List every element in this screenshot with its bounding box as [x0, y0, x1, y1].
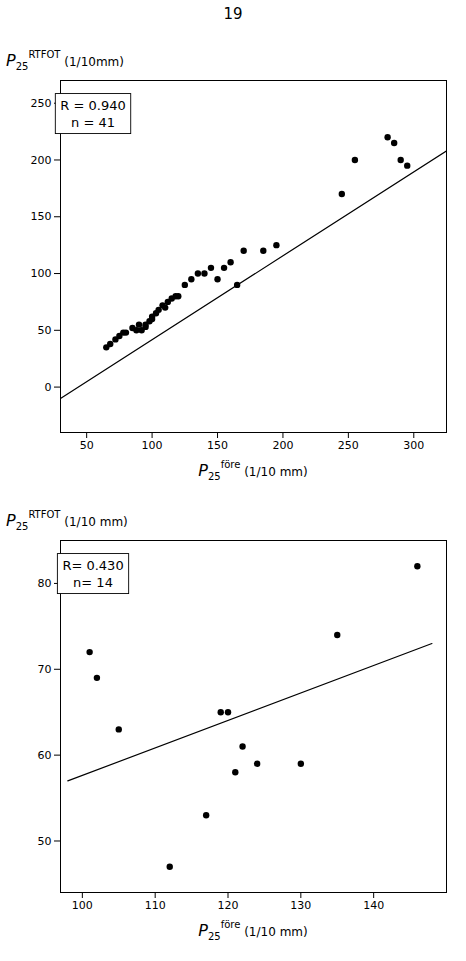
- svg-text:80: 80: [38, 577, 52, 590]
- svg-text:R= 0.430n= 14: R= 0.430n= 14: [62, 558, 123, 590]
- svg-text:100: 100: [31, 267, 52, 280]
- svg-text:0: 0: [45, 381, 52, 394]
- svg-text:60: 60: [38, 749, 52, 762]
- svg-text:50: 50: [38, 324, 52, 337]
- svg-text:P25före (1/10 mm): P25före (1/10 mm): [198, 919, 307, 942]
- svg-text:100: 100: [72, 899, 93, 912]
- svg-text:250: 250: [31, 97, 52, 110]
- svg-text:120: 120: [218, 899, 239, 912]
- svg-text:150: 150: [207, 439, 228, 452]
- svg-text:R = 0.940n = 41: R = 0.940n = 41: [60, 98, 125, 130]
- svg-text:50: 50: [80, 439, 94, 452]
- svg-text:200: 200: [31, 154, 52, 167]
- svg-text:300: 300: [403, 439, 424, 452]
- svg-text:P25RTFOT (1/10 mm): P25RTFOT (1/10 mm): [6, 509, 128, 532]
- svg-text:200: 200: [272, 439, 293, 452]
- svg-text:150: 150: [31, 210, 52, 223]
- html-text:19: 19: [223, 5, 243, 23]
- svg-text:130: 130: [290, 899, 311, 912]
- svg-text:250: 250: [338, 439, 359, 452]
- svg-text:50: 50: [38, 835, 52, 848]
- svg-text:P25före (1/10 mm): P25före (1/10 mm): [198, 459, 307, 482]
- svg-text:100: 100: [142, 439, 163, 452]
- svg-text:110: 110: [145, 899, 166, 912]
- svg-text:P25RTFOT (1/10mm): P25RTFOT (1/10mm): [6, 49, 124, 72]
- svg-text:140: 140: [363, 899, 384, 912]
- svg-text:70: 70: [38, 663, 52, 676]
